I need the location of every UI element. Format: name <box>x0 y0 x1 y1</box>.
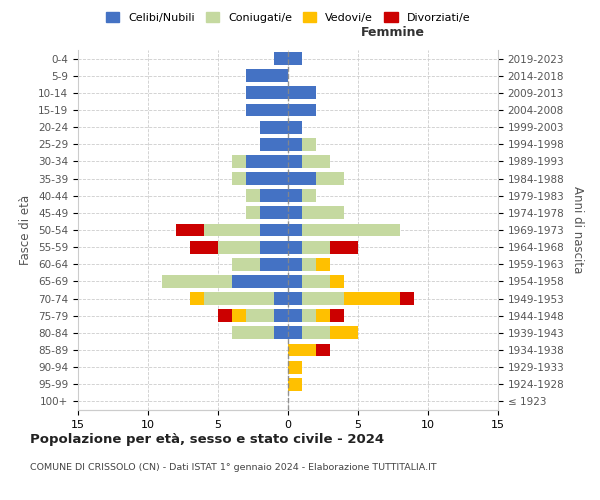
Bar <box>330 240 358 254</box>
Bar <box>288 224 302 236</box>
Bar <box>260 240 288 254</box>
Text: Femmine: Femmine <box>361 26 425 39</box>
Bar <box>274 292 288 305</box>
Bar <box>274 326 288 340</box>
Bar <box>316 258 330 270</box>
Bar <box>302 310 316 322</box>
Bar <box>246 155 288 168</box>
Bar <box>232 172 246 185</box>
Bar <box>232 275 288 288</box>
Bar <box>302 155 330 168</box>
Bar <box>246 172 288 185</box>
Legend: Celibi/Nubili, Coniugati/e, Vedovi/e, Divorziati/e: Celibi/Nubili, Coniugati/e, Vedovi/e, Di… <box>101 8 475 28</box>
Bar <box>288 155 302 168</box>
Bar <box>232 258 260 270</box>
Bar <box>274 310 288 322</box>
Bar <box>288 344 316 356</box>
Bar <box>400 292 414 305</box>
Bar <box>288 275 302 288</box>
Bar <box>344 292 400 305</box>
Bar <box>288 86 316 100</box>
Bar <box>288 206 302 220</box>
Bar <box>288 172 316 185</box>
Bar <box>190 292 204 305</box>
Bar <box>316 310 330 322</box>
Bar <box>288 190 302 202</box>
Bar <box>232 326 274 340</box>
Bar <box>330 310 344 322</box>
Bar <box>288 292 302 305</box>
Bar <box>162 275 232 288</box>
Bar <box>246 190 260 202</box>
Bar <box>288 378 302 390</box>
Bar <box>288 258 302 270</box>
Bar <box>302 206 344 220</box>
Bar <box>288 52 302 65</box>
Bar <box>316 172 344 185</box>
Bar <box>246 70 288 82</box>
Bar <box>190 240 218 254</box>
Bar <box>176 224 204 236</box>
Y-axis label: Anni di nascita: Anni di nascita <box>571 186 584 274</box>
Bar <box>260 120 288 134</box>
Bar <box>288 310 302 322</box>
Bar <box>204 292 274 305</box>
Bar <box>246 310 274 322</box>
Bar <box>288 120 302 134</box>
Text: COMUNE DI CRISSOLO (CN) - Dati ISTAT 1° gennaio 2024 - Elaborazione TUTTITALIA.I: COMUNE DI CRISSOLO (CN) - Dati ISTAT 1° … <box>30 462 437 471</box>
Bar <box>246 206 260 220</box>
Bar <box>274 52 288 65</box>
Bar <box>260 206 288 220</box>
Bar <box>260 190 288 202</box>
Bar <box>288 326 302 340</box>
Bar <box>260 258 288 270</box>
Bar <box>330 326 358 340</box>
Bar <box>302 240 330 254</box>
Bar <box>316 344 330 356</box>
Y-axis label: Fasce di età: Fasce di età <box>19 195 32 265</box>
Bar <box>302 292 344 305</box>
Bar <box>260 224 288 236</box>
Bar <box>330 275 344 288</box>
Bar <box>260 138 288 150</box>
Bar <box>302 326 330 340</box>
Bar <box>218 310 232 322</box>
Bar <box>232 310 246 322</box>
Bar <box>288 104 316 117</box>
Bar <box>302 224 400 236</box>
Bar <box>302 138 316 150</box>
Bar <box>302 190 316 202</box>
Bar <box>288 360 302 374</box>
Text: Popolazione per età, sesso e stato civile - 2024: Popolazione per età, sesso e stato civil… <box>30 432 384 446</box>
Bar <box>302 275 330 288</box>
Bar <box>218 240 260 254</box>
Bar <box>246 86 288 100</box>
Bar <box>246 104 288 117</box>
Bar <box>232 155 246 168</box>
Bar <box>288 240 302 254</box>
Bar <box>302 258 316 270</box>
Bar <box>288 138 302 150</box>
Bar <box>204 224 260 236</box>
